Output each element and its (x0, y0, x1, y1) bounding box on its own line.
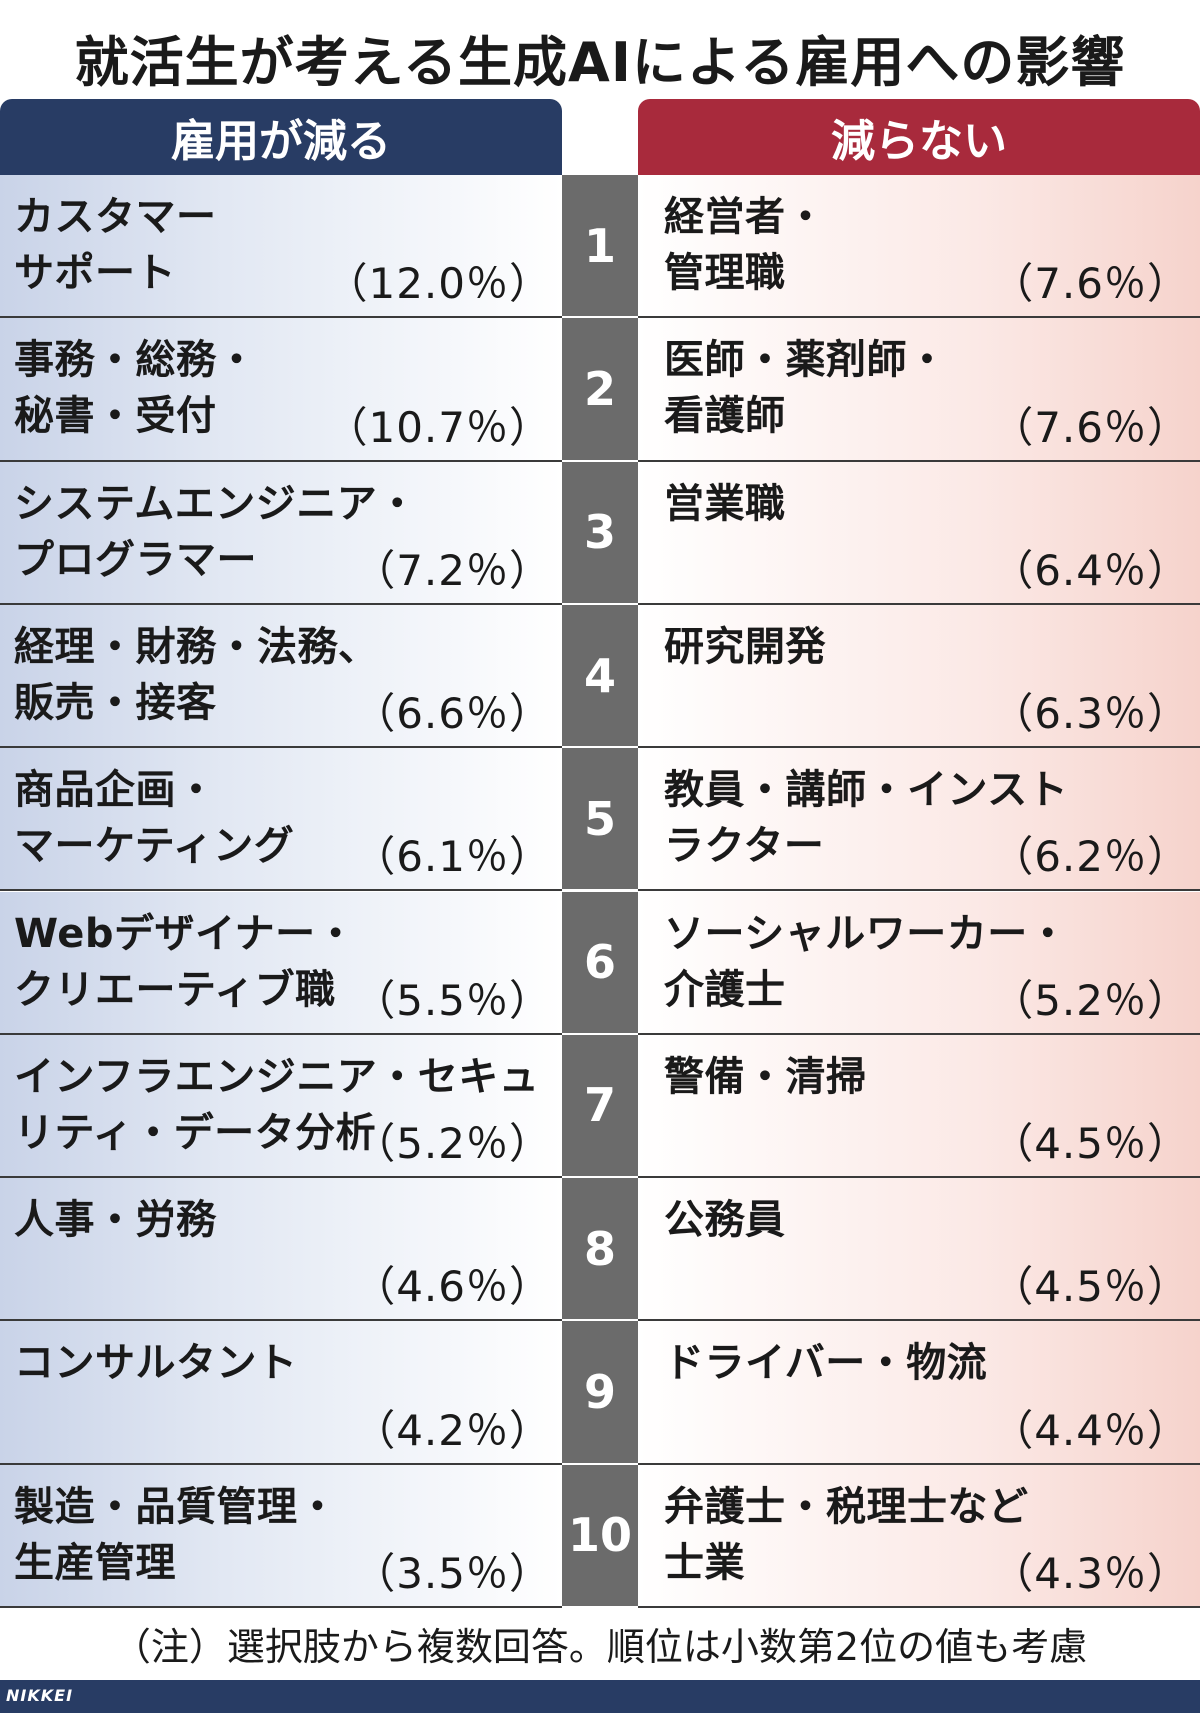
not-decrease-percent: （4.5％） (991, 1119, 1190, 1169)
header-not-decrease: 減らない (638, 99, 1200, 175)
decrease-cell: カスタマー サポート （12.0％） (0, 175, 562, 319)
nikkei-logo: NIKKEI (6, 1686, 74, 1705)
table-row: インフラエンジニア・セキュ リティ・データ分析 （5.2％） 7 警備・清掃 （4.5％… (0, 1034, 1200, 1179)
decrease-job-label: 製造・品質管理・ 生産管理 (14, 1483, 338, 1586)
decrease-cell: 人事・労務 （4.6％） (0, 1178, 562, 1322)
footnote: （注）選択肢から複数回答。順位は小数第2位の値も考慮 (112, 1624, 1088, 1669)
decrease-cell: 事務・総務・ 秘書・受付 （10.7％） (0, 318, 562, 462)
rank-number: 1 (562, 175, 638, 319)
rank-number: 10 (562, 1464, 638, 1608)
not-decrease-cell: 医師・薬剤師・ 看護師 （7.6％） (638, 318, 1200, 462)
footer-bar: NIKKEI (0, 1680, 1200, 1713)
not-decrease-cell: 公務員 （4.5％） (638, 1178, 1200, 1322)
not-decrease-percent: （4.3％） (991, 1548, 1190, 1598)
decrease-job-label: 商品企画・ マーケティング (14, 767, 295, 870)
rank-number: 6 (562, 891, 638, 1035)
not-decrease-percent: （7.6％） (991, 402, 1190, 452)
decrease-job-label: 人事・労務 (14, 1197, 217, 1244)
not-decrease-cell: ソーシャルワーカー・ 介護士 （5.2％） (638, 891, 1200, 1035)
not-decrease-cell: 営業職 （6.4％） (638, 461, 1200, 605)
decrease-percent: （10.7％） (325, 402, 552, 452)
decrease-job-label: Webデザイナー・ クリエーティブ職 (14, 910, 357, 1013)
not-decrease-percent: （5.2％） (991, 975, 1190, 1025)
decrease-percent: （6.1％） (353, 832, 552, 882)
not-decrease-percent: （4.4％） (991, 1405, 1190, 1455)
not-decrease-cell: 経営者・ 管理職 （7.6％） (638, 175, 1200, 319)
chart-title: 就活生が考える生成AIによる雇用への影響 (74, 31, 1126, 94)
decrease-percent: （7.2％） (353, 545, 552, 595)
decrease-cell: 製造・品質管理・ 生産管理 （3.5％） (0, 1464, 562, 1608)
decrease-cell: 商品企画・ マーケティング （6.1％） (0, 748, 562, 892)
not-decrease-job-label: 医師・薬剤師・ 看護師 (664, 337, 948, 440)
table-row: カスタマー サポート （12.0％） 1 経営者・ 管理職 （7.6％） (0, 175, 1200, 319)
table-row: 製造・品質管理・ 生産管理 （3.5％） 10 弁護士・税理士など 士業 （4.3％） (0, 1464, 1200, 1608)
decrease-percent: （5.2％） (353, 1119, 552, 1169)
decrease-cell: 経理・財務・法務、 販売・接客 （6.6％） (0, 604, 562, 749)
decrease-job-label: カスタマー サポート (14, 194, 217, 296)
decrease-job-label: システムエンジニア・ プログラマー (14, 480, 418, 583)
decrease-cell: コンサルタント （4.2％） (0, 1321, 562, 1465)
table-row: 商品企画・ マーケティング （6.1％） 5 教員・講師・インスト ラクター （6.2％… (0, 748, 1200, 892)
decrease-percent: （12.0％） (325, 259, 552, 309)
decrease-job-label: 事務・総務・ 秘書・受付 (14, 337, 257, 440)
not-decrease-cell: 警備・清掃 （4.5％） (638, 1034, 1200, 1179)
decrease-job-label: インフラエンジニア・セキュ リティ・データ分析 (14, 1053, 540, 1156)
decrease-percent: （4.6％） (353, 1262, 552, 1312)
decrease-cell: インフラエンジニア・セキュ リティ・データ分析 （5.2％） (0, 1034, 562, 1179)
rank-number: 9 (562, 1321, 638, 1465)
not-decrease-job-label: ソーシャルワーカー・ 介護士 (664, 910, 1069, 1013)
table-row: コンサルタント （4.2％） 9 ドライバー・物流 （4.4％） (0, 1321, 1200, 1465)
not-decrease-percent: （6.4％） (991, 545, 1190, 595)
table-row: 人事・労務 （4.6％） 8 公務員 （4.5％） (0, 1178, 1200, 1322)
not-decrease-job-label: 警備・清掃 (664, 1053, 867, 1100)
not-decrease-percent: （6.2％） (991, 832, 1190, 882)
decrease-job-label: コンサルタント (14, 1340, 298, 1387)
table-row: 経理・財務・法務、 販売・接客 （6.6％） 4 研究開発 （6.3％） (0, 604, 1200, 749)
table-row: Webデザイナー・ クリエーティブ職 （5.5％） 6 ソーシャルワーカー・ 介護士（… (0, 891, 1200, 1035)
decrease-percent: （6.6％） (353, 689, 552, 739)
not-decrease-cell: 研究開発 （6.3％） (638, 604, 1200, 749)
not-decrease-cell: 弁護士・税理士など 士業 （4.3％） (638, 1464, 1200, 1608)
not-decrease-cell: 教員・講師・インスト ラクター （6.2％） (638, 748, 1200, 892)
not-decrease-job-label: 教員・講師・インスト ラクター (664, 767, 1069, 870)
decrease-cell: システムエンジニア・ プログラマー （7.2％） (0, 461, 562, 605)
table-row: システムエンジニア・ プログラマー （7.2％） 3 営業職 （6.4％） (0, 461, 1200, 605)
rank-number: 8 (562, 1178, 638, 1322)
not-decrease-job-label: 経営者・ 管理職 (664, 194, 826, 296)
header-decrease: 雇用が減る (0, 99, 562, 175)
decrease-percent: （5.5％） (353, 975, 552, 1025)
table-row: 事務・総務・ 秘書・受付 （10.7％） 2 医師・薬剤師・ 看護師 （7.6％） (0, 318, 1200, 462)
rank-number: 3 (562, 461, 638, 605)
decrease-cell: Webデザイナー・ クリエーティブ職 （5.5％） (0, 891, 562, 1035)
rank-number: 4 (562, 604, 638, 749)
decrease-job-label: 経理・財務・法務、 販売・接客 (14, 623, 379, 726)
rank-number: 7 (562, 1034, 638, 1179)
not-decrease-job-label: 公務員 (664, 1197, 786, 1244)
not-decrease-percent: （4.5％） (991, 1262, 1190, 1312)
not-decrease-job-label: 営業職 (664, 480, 786, 527)
not-decrease-percent: （6.3％） (991, 689, 1190, 739)
rank-number: 5 (562, 748, 638, 892)
not-decrease-cell: ドライバー・物流 （4.4％） (638, 1321, 1200, 1465)
ranking-table: カスタマー サポート （12.0％） 1 経営者・ 管理職 （7.6％） 事務・総務・ 秘… (0, 175, 1200, 1608)
rank-number: 2 (562, 318, 638, 462)
decrease-percent: （4.2％） (353, 1405, 552, 1455)
not-decrease-job-label: 研究開発 (664, 623, 826, 670)
not-decrease-job-label: 弁護士・税理士など 士業 (664, 1483, 1029, 1586)
decrease-percent: （3.5％） (353, 1548, 552, 1598)
not-decrease-job-label: ドライバー・物流 (664, 1340, 988, 1387)
not-decrease-percent: （7.6％） (991, 259, 1190, 309)
